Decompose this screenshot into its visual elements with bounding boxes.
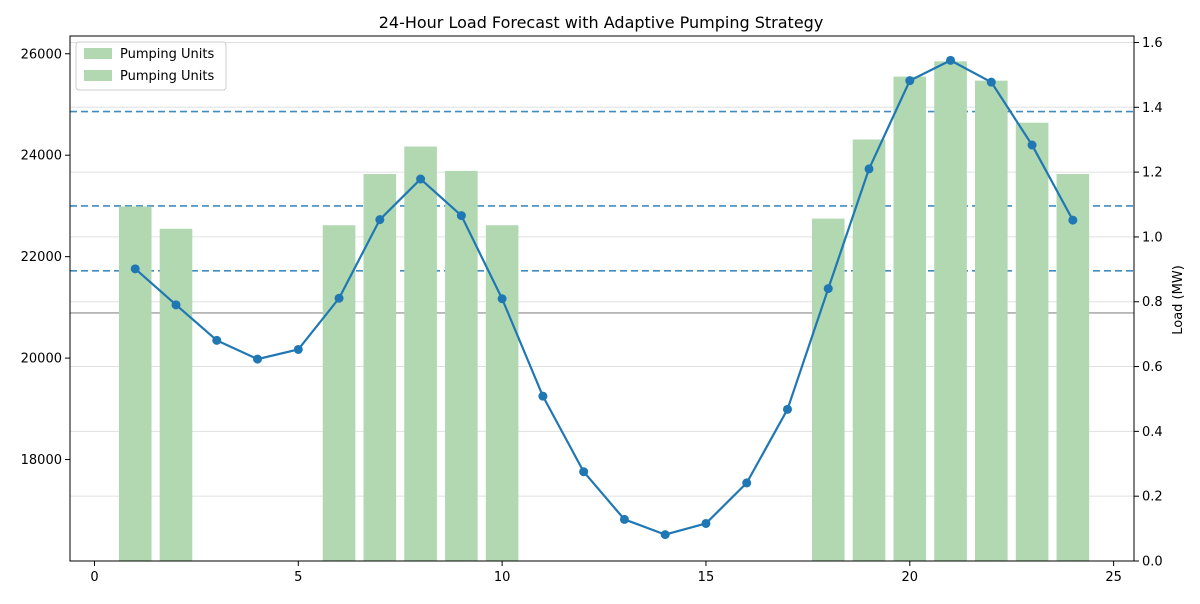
line-series [130,55,1078,540]
legend-swatch-1 [84,48,112,59]
bar [811,218,845,561]
load-point [212,335,222,345]
left-y-axis-ticks: 18000 20000 22000 24000 26000 [21,47,70,468]
reference-lines [70,110,1134,314]
bar [852,139,886,561]
bar [159,228,193,562]
bar [445,170,478,561]
load-point [1027,140,1037,150]
right-y-tick-label: 0.6 [1142,360,1163,375]
bar [934,61,967,562]
load-point [334,293,344,303]
left-y-tick-label: 24000 [21,149,62,164]
load-point [416,174,426,184]
right-y-tick-label: 1.2 [1142,166,1163,181]
load-point [946,55,956,65]
left-y-tick-label: 22000 [21,250,62,265]
bar [322,225,356,562]
right-y-axis-ticks: 0.0 0.2 0.4 0.6 0.8 1.0 1.2 1.4 1.6 [1134,36,1163,570]
load-point [823,284,833,294]
load-point [619,514,629,524]
x-axis-ticks: 0 5 10 15 20 25 [90,561,1122,585]
load-point [864,164,874,174]
load-point [171,300,181,310]
x-tick-label: 10 [494,570,511,585]
grid-layer [70,41,1134,497]
bar [1015,122,1049,561]
load-point [253,354,263,364]
load-point [293,344,303,354]
bar [404,146,437,561]
load-point [782,404,792,414]
legend-label-1: Pumping Units [120,47,214,62]
right-y-tick-label: 1.0 [1142,230,1163,245]
bar [1056,173,1090,561]
load-point [905,76,915,86]
right-y-tick-label: 1.6 [1142,36,1163,51]
load-point [579,467,589,477]
bar [975,80,1008,561]
right-y-tick-label: 0.8 [1142,295,1163,310]
load-line [134,59,1074,536]
axes [69,35,1135,562]
legend-label-2: Pumping Units [120,69,214,84]
legend: Pumping Units Pumping Units [75,41,227,91]
right-y-tick-label: 0.4 [1142,425,1163,440]
left-y-tick-label: 20000 [21,352,62,367]
load-point [1068,215,1078,225]
left-y-tick-label: 26000 [21,47,62,62]
legend-frame [75,41,227,91]
right-y-tick-label: 0.0 [1142,555,1163,570]
plot-frame [69,35,1135,562]
x-tick-label: 25 [1105,570,1122,585]
x-tick-label: 15 [698,570,715,585]
load-point [660,530,670,540]
right-y-tick-label: 1.4 [1142,101,1163,116]
load-point [456,211,466,221]
bar [363,173,397,561]
bar [893,76,927,561]
left-y-tick-label: 18000 [21,453,62,468]
bar-series [118,61,1090,562]
load-point [701,518,711,528]
right-y-tick-label: 0.2 [1142,490,1163,505]
chart-title: 24-Hour Load Forecast with Adaptive Pump… [379,13,824,32]
load-point [742,478,752,488]
legend-swatch-2 [84,70,112,81]
load-point [538,391,548,401]
load-point [986,77,996,87]
x-tick-label: 5 [294,570,302,585]
x-tick-label: 20 [902,570,919,585]
load-point [497,294,507,304]
right-y-axis-label: Load (MW) [1171,265,1186,335]
bar [118,206,152,561]
x-tick-label: 0 [90,570,98,585]
bar [485,225,519,562]
load-point [375,215,385,225]
load-point [130,264,140,274]
